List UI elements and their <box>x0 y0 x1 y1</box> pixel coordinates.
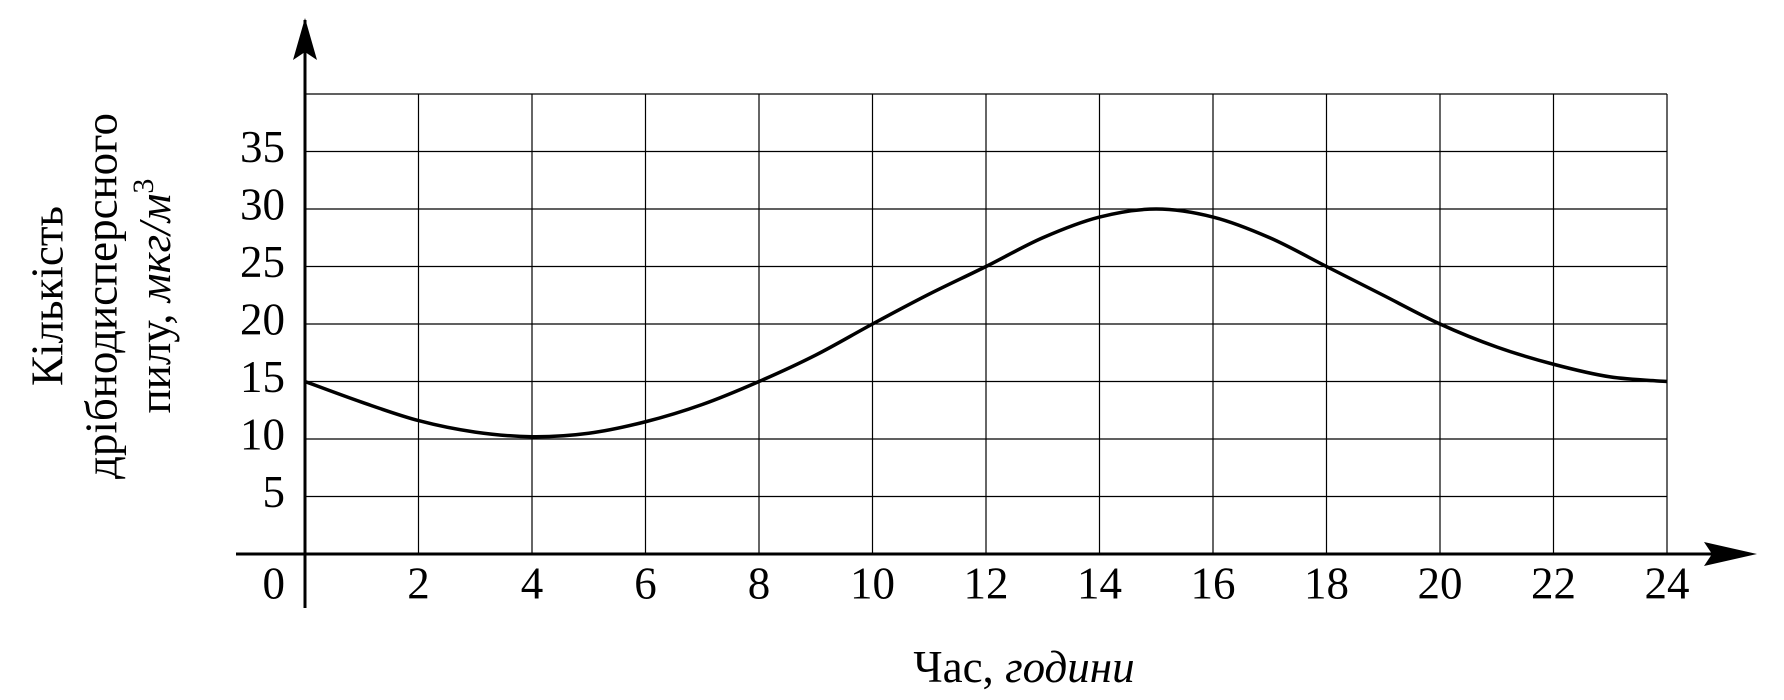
x-axis-title: Час, години <box>913 642 1134 692</box>
y-label-unit: мкг/м <box>130 194 180 305</box>
x-tick-label: 16 <box>1191 558 1236 608</box>
x-tick-label: 24 <box>1645 558 1690 608</box>
x-axis-arrow <box>1704 542 1757 566</box>
x-tick-label: 2 <box>407 558 430 608</box>
y-axis-arrow <box>293 18 317 60</box>
y-tick-label: 10 <box>240 409 285 459</box>
data-line <box>304 207 1668 439</box>
y-label-power: 3 <box>127 179 160 194</box>
y-tick-label: 5 <box>263 467 286 517</box>
x-label-unit: години <box>1005 642 1135 692</box>
y-label-line: дрібнодисперсного <box>76 113 126 479</box>
x-label-text: Час, <box>913 642 993 692</box>
y-axis-title: Кількість дрібнодисперсного пилу, мкг/м3 <box>22 113 180 479</box>
y-tick-label: 25 <box>240 237 285 287</box>
y-tick-label: 15 <box>240 352 285 402</box>
y-tick-label: 35 <box>240 122 285 172</box>
x-tick-label: 8 <box>748 558 771 608</box>
y-tick-label: 30 <box>240 179 285 229</box>
y-label-line: пилу, мкг/м3 <box>127 179 180 414</box>
x-tick-label: 6 <box>634 558 657 608</box>
x-tick-label: 18 <box>1304 558 1349 608</box>
plot <box>304 207 1668 439</box>
x-tick-label: 4 <box>521 558 544 608</box>
x-tick-label: 22 <box>1531 558 1576 608</box>
x-tick-label: 14 <box>1077 558 1122 608</box>
y-label-line: Кількість <box>22 206 72 386</box>
x-tick-label: 20 <box>1418 558 1463 608</box>
x-tick-label: 12 <box>964 558 1009 608</box>
grid <box>305 93 1668 554</box>
y-label-text: пилу, <box>130 313 180 413</box>
x-tick-label: 10 <box>850 558 895 608</box>
origin-label: 0 <box>263 558 286 608</box>
y-tick-label: 20 <box>240 294 285 344</box>
